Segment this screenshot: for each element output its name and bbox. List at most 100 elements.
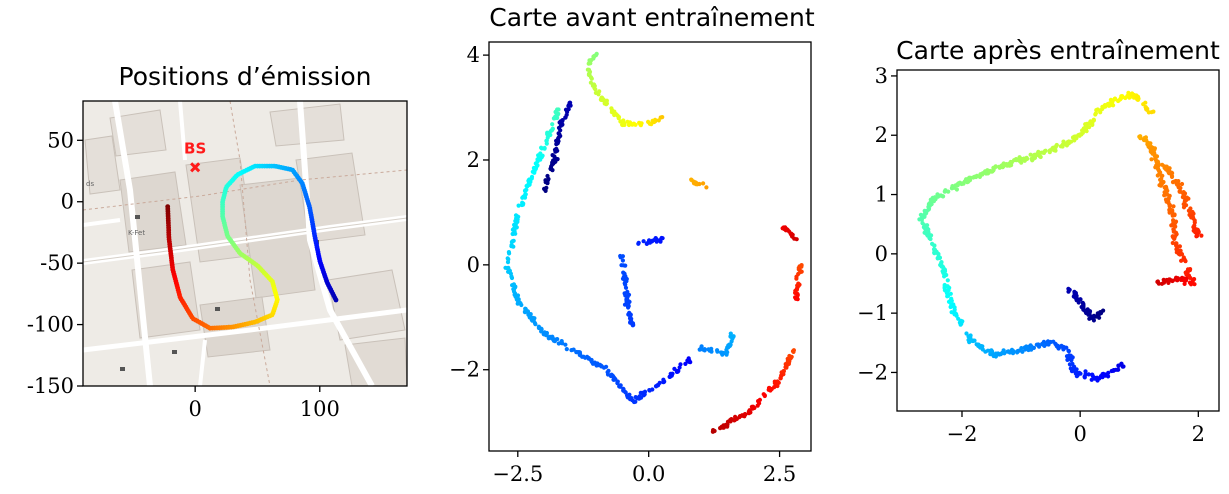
- scatter-point: [526, 178, 531, 183]
- scatter-point: [926, 206, 932, 211]
- scatter-point: [516, 214, 521, 219]
- scatter-point: [653, 384, 659, 389]
- scatter-point: [1061, 346, 1066, 351]
- y-tick-label: -100: [27, 313, 74, 337]
- map-label-kfet: K-Fet: [128, 229, 145, 237]
- scatter-point: [550, 334, 555, 339]
- scatter-point: [526, 181, 531, 186]
- scatter-point: [626, 303, 631, 308]
- scatter-point: [1074, 374, 1079, 379]
- x-tick-label: 100: [300, 397, 340, 421]
- scatter-point: [538, 151, 543, 156]
- scatter-point: [1161, 277, 1166, 282]
- scatter-point: [523, 306, 528, 312]
- scatter-point: [1072, 364, 1077, 369]
- scatter-point: [787, 229, 792, 234]
- scatter-point: [1174, 276, 1179, 281]
- scatter-point: [626, 122, 632, 128]
- scatter-point: [940, 194, 945, 199]
- scatter-point: [1184, 203, 1189, 208]
- scatter-point: [625, 289, 630, 294]
- scatter-point: [1162, 193, 1167, 198]
- scatter-point: [1158, 170, 1163, 175]
- scatter-point: [937, 255, 942, 260]
- street-map-background: K-Fet ds BS: [83, 101, 407, 386]
- scatter-point: [1086, 372, 1091, 377]
- scatter-point: [715, 348, 720, 353]
- scatter-point: [624, 297, 629, 302]
- scatter-point: [957, 320, 963, 325]
- map-marker-icon: [172, 350, 177, 354]
- scatter-point: [633, 395, 638, 400]
- scatter-point: [1160, 173, 1165, 178]
- scatter-point: [1098, 110, 1103, 115]
- scatter-point: [631, 121, 636, 126]
- scatter-point: [964, 331, 969, 336]
- panel2-frame: [488, 41, 812, 452]
- scatter-point: [566, 102, 572, 108]
- scatter-point: [1177, 244, 1182, 249]
- scatter-point: [505, 260, 511, 265]
- scatter-point: [979, 344, 984, 349]
- scatter-point: [509, 274, 514, 279]
- scatter-point: [940, 264, 945, 269]
- scatter-point: [652, 119, 657, 125]
- scatter-point: [1166, 280, 1171, 285]
- scatter-point: [783, 362, 788, 367]
- scatter-point: [566, 107, 571, 112]
- scatter-point: [516, 203, 521, 208]
- scatter-point: [1113, 367, 1119, 372]
- scatter-point: [1074, 136, 1079, 141]
- scatter-point: [1021, 156, 1026, 161]
- scatter-point: [1178, 185, 1183, 191]
- scatter-point: [546, 336, 551, 341]
- scatter-point: [556, 131, 561, 136]
- scatter-point: [1185, 269, 1191, 274]
- y-tick-label: -150: [27, 374, 74, 398]
- scatter-point: [1061, 139, 1066, 144]
- scatter-point: [656, 118, 661, 123]
- scatter-point: [613, 112, 619, 117]
- scatter-point: [625, 119, 630, 124]
- scatter-point: [544, 141, 549, 146]
- scatter-point: [514, 225, 519, 230]
- scatter-point: [752, 405, 757, 410]
- scatter-point: [550, 160, 555, 165]
- scatter-point: [1054, 143, 1059, 148]
- scatter-point: [1119, 361, 1124, 367]
- scatter-point: [620, 276, 626, 281]
- scatter-point: [944, 290, 950, 295]
- y-tick-label: 50: [47, 128, 74, 152]
- scatter-point: [1173, 178, 1178, 184]
- scatter-point: [781, 369, 787, 374]
- scatter-point: [605, 372, 611, 377]
- scatter-point: [697, 181, 702, 187]
- scatter-point: [509, 244, 514, 249]
- scatter-point: [725, 345, 730, 350]
- scatter-point: [641, 239, 646, 244]
- scatter-point: [529, 174, 535, 179]
- panel2-title: Carte avant entraînement: [489, 3, 815, 32]
- scatter-point: [505, 256, 510, 261]
- scatter-point: [1009, 160, 1015, 165]
- scatter-point: [1149, 150, 1154, 155]
- scatter-point: [553, 114, 558, 119]
- scatter-point: [798, 270, 803, 275]
- scatter-point: [522, 310, 528, 315]
- scatter-point: [623, 263, 628, 268]
- scatter-point: [661, 377, 666, 382]
- scatter-point: [1188, 210, 1193, 215]
- scatter-point: [1069, 357, 1074, 362]
- scatter-point: [718, 426, 723, 431]
- scatter-point: [609, 108, 615, 113]
- scatter-point: [532, 168, 537, 173]
- scatter-point: [505, 266, 510, 271]
- scatter-point: [511, 282, 516, 287]
- scatter-point: [637, 120, 642, 125]
- scatter-point: [1090, 372, 1095, 377]
- scatter-point: [633, 399, 638, 404]
- scatter-point: [972, 338, 977, 343]
- scatter-point: [1155, 159, 1160, 164]
- scatter-point: [946, 293, 951, 298]
- scatter-point: [1029, 345, 1034, 350]
